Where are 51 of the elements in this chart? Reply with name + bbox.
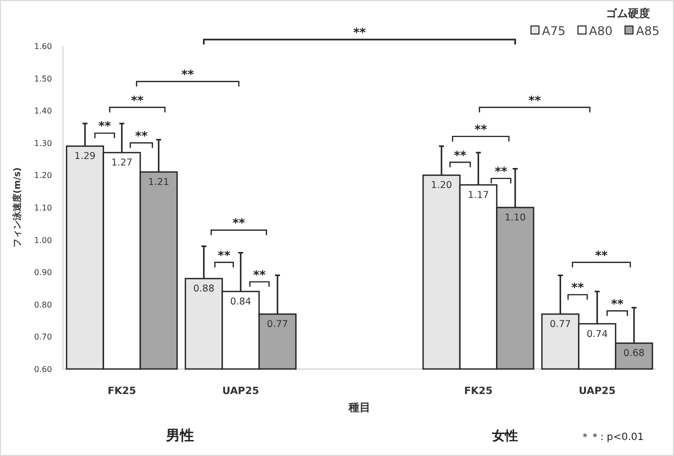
- data-label: 1.17: [468, 190, 489, 201]
- y-tick-label: 0.90: [34, 268, 52, 278]
- y-tick-label: 1.50: [34, 74, 52, 84]
- x-tick-label: UAP25: [578, 386, 616, 397]
- data-label: 1.21: [148, 176, 170, 188]
- data-label: 1.27: [111, 158, 132, 169]
- legend-title: ゴム硬度: [606, 7, 650, 20]
- data-label: 0.68: [623, 348, 645, 360]
- y-tick-label: 1.30: [34, 138, 52, 148]
- annotation: **: [218, 248, 232, 262]
- y-axis-title: フィン泳速度(m/s): [12, 167, 23, 248]
- text: ＊＊: p<0.01: [580, 432, 644, 443]
- data-label: 0.77: [266, 319, 288, 330]
- annotation: **: [135, 128, 148, 143]
- annotation: **: [595, 248, 608, 262]
- x-tick-label: FK25: [464, 386, 493, 397]
- annotation: **: [181, 68, 195, 82]
- data-label: 1.29: [74, 151, 96, 162]
- y-tick-label: 0.60: [34, 365, 52, 374]
- annotation: **: [571, 280, 585, 295]
- data-label: 0.77: [550, 319, 571, 330]
- y-tick-label: 0.80: [34, 300, 52, 310]
- y-tick-label: 1.40: [34, 106, 52, 116]
- y-tick-label: 1.60: [34, 42, 52, 51]
- y-tick-label: 1.20: [34, 171, 52, 180]
- data-label: 1.10: [504, 212, 526, 224]
- legend-label: A75: [542, 24, 566, 38]
- annotation: **: [610, 296, 624, 311]
- data-label: 0.84: [230, 296, 252, 308]
- data-label: 0.74: [586, 328, 608, 340]
- data-label: 0.88: [193, 284, 214, 295]
- annotation: **: [474, 122, 488, 136]
- x-tick-label: FK25: [108, 386, 136, 397]
- y-tick-label: 1.10: [34, 204, 52, 212]
- legend-label: A80: [589, 24, 612, 38]
- annotation: **: [528, 93, 542, 108]
- annotation: **: [98, 119, 112, 134]
- annotation: **: [494, 164, 508, 178]
- annotation: **: [253, 268, 266, 282]
- annotation: **: [454, 148, 468, 162]
- legend-label: A85: [636, 24, 660, 38]
- data-label: 1.20: [430, 180, 452, 192]
- annotation: **: [232, 216, 246, 230]
- text: **: [353, 26, 366, 40]
- text: 男性: [165, 428, 194, 444]
- y-tick-label: 1.00: [34, 236, 52, 245]
- annotation: **: [131, 93, 144, 108]
- x-tick-label: UAP25: [222, 386, 260, 397]
- y-tick-label: 0.70: [34, 332, 52, 342]
- x-axis-title: 種目: [348, 401, 370, 414]
- text: 女性: [491, 429, 518, 444]
